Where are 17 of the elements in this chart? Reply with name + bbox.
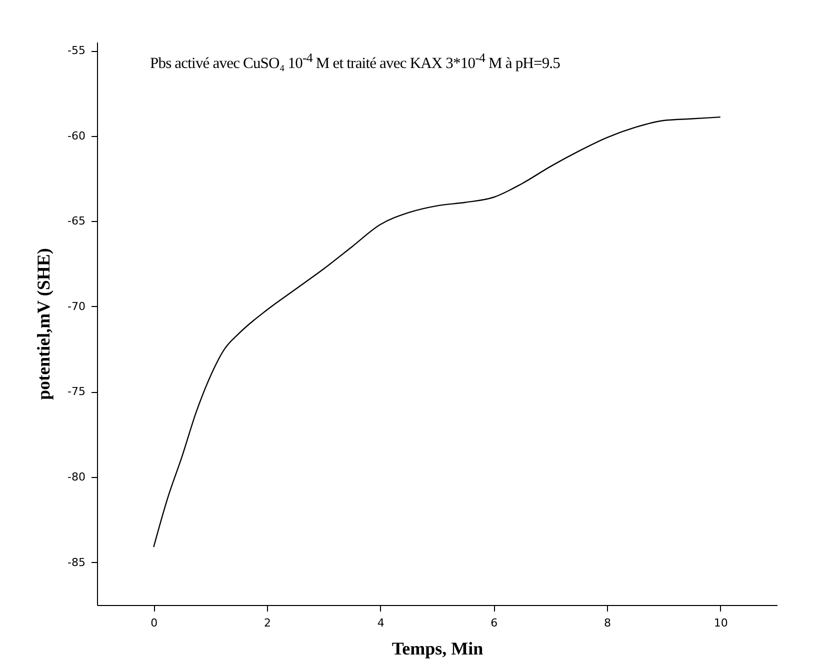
x-tick-label: 8 [604,616,611,630]
y-tick-label: -75 [68,385,86,398]
y-tick-label: -85 [68,556,86,569]
y-tick-label: -70 [68,300,86,313]
annotation: Pbs activé avec CuSO₄ 10$^{-4}$ M et traité avec KAX 3*10$^{-4}$ M à pH=9.5 [150,50,560,74]
x-tick-label: 10 [714,616,728,630]
y-tick-label: -60 [68,129,86,142]
y-tick-label: -55 [68,44,86,58]
x-tick-label: 6 [490,616,498,630]
x-tick-label: 2 [264,616,271,630]
line-series [153,116,721,548]
y-axis-title: potentiel,mV (SHE) [34,248,54,400]
x-tick-label: 4 [377,616,384,630]
y-tick-label: -65 [68,214,86,228]
x-tick-label: 0 [150,616,158,630]
y-tick-label: -80 [68,470,86,484]
x-axis-title: Temps, Min [392,638,484,658]
